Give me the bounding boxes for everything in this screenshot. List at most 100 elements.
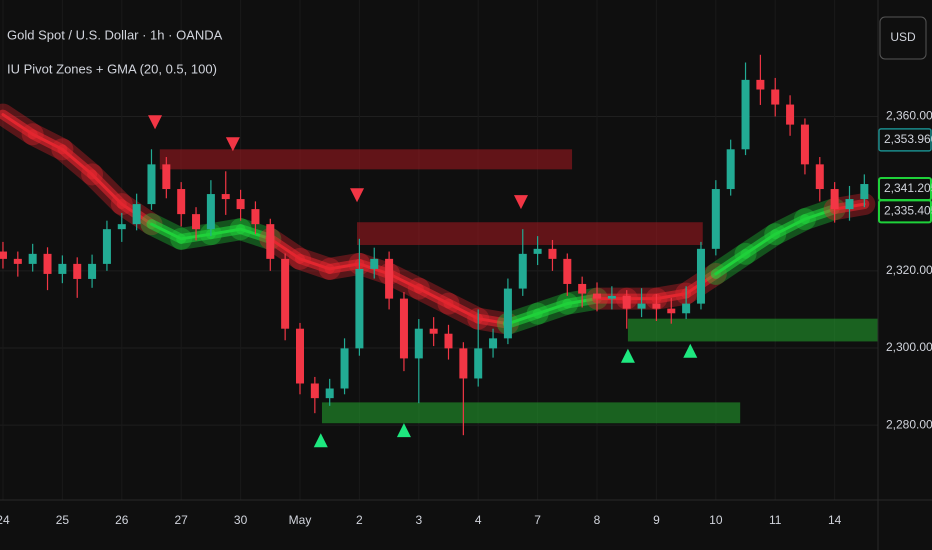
y-tick-label: 2,280.000 xyxy=(886,417,932,431)
candle-body xyxy=(800,124,809,165)
candle-body xyxy=(0,251,7,259)
y-tick-label: 2,360.000 xyxy=(886,109,932,123)
x-tick-label: 30 xyxy=(234,513,248,527)
candle-body xyxy=(593,293,602,299)
x-tick-label: 2 xyxy=(356,513,363,527)
candle-body xyxy=(756,79,765,90)
candle-body xyxy=(162,164,171,190)
candle-body xyxy=(667,308,676,314)
candle-body xyxy=(295,328,304,384)
candle-body xyxy=(399,298,408,359)
gma-core xyxy=(744,232,777,256)
candle-body xyxy=(741,79,750,150)
currency-button[interactable] xyxy=(879,16,927,60)
gma-core xyxy=(328,262,361,271)
x-tick-label: 24 xyxy=(0,513,10,527)
candle-body xyxy=(266,224,275,259)
candle-body xyxy=(236,199,245,210)
candle-body xyxy=(578,283,587,294)
candle-body xyxy=(696,248,705,304)
candle-body xyxy=(429,328,438,334)
price-label: 2,353.960 xyxy=(884,132,932,146)
gma-core xyxy=(31,132,64,151)
candle-body xyxy=(682,303,691,314)
candle-body xyxy=(370,258,379,269)
candle-body xyxy=(786,104,795,125)
pivot-zone xyxy=(321,402,741,424)
gma-core xyxy=(60,147,94,176)
gma-core xyxy=(714,252,748,276)
gma-core xyxy=(268,237,302,261)
x-tick-label: 8 xyxy=(594,513,601,527)
x-tick-label: 25 xyxy=(56,513,70,527)
candle-body xyxy=(132,204,141,225)
x-tick-label: 11 xyxy=(769,513,782,527)
indicator-legend: IU Pivot Zones + GMA (20, 0.5, 100) xyxy=(7,61,217,76)
pivot-low-marker xyxy=(683,343,698,358)
candle-body xyxy=(28,253,37,264)
candle-body xyxy=(637,303,646,309)
gma-core xyxy=(447,302,480,321)
candle-body xyxy=(88,263,97,279)
gma-core xyxy=(90,172,124,206)
candle-body xyxy=(474,348,483,379)
price-label-box xyxy=(878,199,932,224)
x-tick-label: 27 xyxy=(175,513,189,527)
candle-body xyxy=(281,258,290,329)
candle-body xyxy=(845,199,854,210)
pivot-low-marker xyxy=(396,423,411,438)
price-label-box xyxy=(878,128,932,152)
x-tick-label: 26 xyxy=(115,513,129,527)
chart-title: Gold Spot / U.S. Dollar · 1h · OANDA xyxy=(7,27,223,42)
candle-body xyxy=(177,189,186,215)
plot-content xyxy=(0,0,878,500)
pivot-high-marker xyxy=(225,137,240,152)
candle-body xyxy=(652,303,661,309)
currency-label[interactable]: USD xyxy=(890,30,916,44)
candle-body xyxy=(444,333,453,349)
gma-core xyxy=(387,272,421,291)
gma-core xyxy=(417,287,451,306)
candle-body xyxy=(206,194,215,230)
candle-body xyxy=(43,253,52,274)
candle-body xyxy=(355,268,364,349)
candle-body xyxy=(310,383,319,399)
candle-body xyxy=(414,328,423,359)
gma-core xyxy=(209,227,243,236)
gma-core xyxy=(654,292,688,301)
candle-body xyxy=(830,189,839,210)
candle-body xyxy=(622,295,631,309)
pivot-low-marker xyxy=(620,348,635,363)
gma-core xyxy=(803,207,837,221)
candle-body xyxy=(13,258,22,264)
y-tick-label: 2,320.000 xyxy=(886,263,932,277)
candle-body xyxy=(771,89,780,105)
candle-body xyxy=(726,149,735,190)
gma-core xyxy=(536,302,569,316)
x-tick-label: 9 xyxy=(653,513,660,527)
pivot-high-marker xyxy=(513,195,528,210)
candle-body xyxy=(563,258,572,284)
pivot-zone xyxy=(627,318,878,342)
candle-body xyxy=(147,164,156,205)
gma-core xyxy=(298,257,332,271)
candle-body xyxy=(548,248,557,259)
candle-body xyxy=(711,189,720,249)
candle-body xyxy=(340,348,349,389)
price-label: 2,335.405 xyxy=(884,204,932,218)
candle-body xyxy=(192,214,201,230)
gma-core xyxy=(506,312,540,326)
pivot-zone xyxy=(357,222,703,245)
gma-core xyxy=(476,317,510,326)
candle-body xyxy=(58,263,67,274)
candle-body xyxy=(117,224,126,230)
candle-body xyxy=(489,338,498,349)
candle-body xyxy=(102,229,111,264)
x-tick-label: 10 xyxy=(709,513,723,527)
candle-body xyxy=(251,209,260,225)
gma-core xyxy=(1,113,35,136)
candle-body xyxy=(860,184,869,200)
candle-body xyxy=(518,253,527,289)
candle-body xyxy=(385,258,394,299)
candle-body xyxy=(533,248,542,254)
